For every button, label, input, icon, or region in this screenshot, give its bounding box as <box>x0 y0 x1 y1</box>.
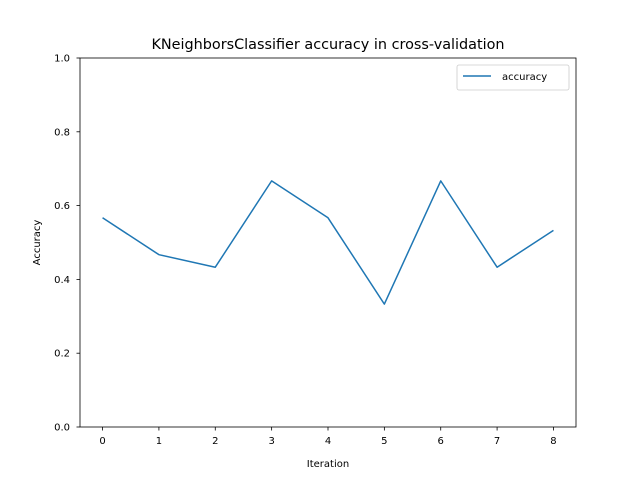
y-tick-label: 0.4 <box>54 275 70 286</box>
legend-label: accuracy <box>502 72 547 83</box>
x-tick-label: 1 <box>156 436 162 447</box>
y-tick-label: 0.2 <box>54 349 70 360</box>
x-axis-label: Iteration <box>307 459 349 470</box>
legend-box <box>456 64 570 91</box>
series-layer <box>102 180 554 305</box>
legend: accuracy <box>456 64 570 91</box>
x-tick-label: 8 <box>550 436 556 447</box>
series-line-accuracy <box>102 180 554 305</box>
y-axis: 0.0 0.2 0.4 0.6 0.8 1.0 <box>54 54 80 434</box>
plot-frame <box>79 57 577 428</box>
chart-title: KNeighborsClassifier accuracy in cross-v… <box>151 37 504 53</box>
y-tick-label: 0.0 <box>54 423 70 434</box>
y-axis-label: Accuracy <box>32 220 43 266</box>
x-tick-label: 6 <box>438 436 444 447</box>
y-tick-label: 0.6 <box>54 201 70 212</box>
x-tick-label: 2 <box>212 436 218 447</box>
y-tick-label: 1.0 <box>54 54 70 65</box>
x-axis: 0 1 2 3 4 5 6 7 8 <box>99 427 557 447</box>
x-tick-label: 4 <box>325 436 331 447</box>
x-tick-label: 3 <box>268 436 274 447</box>
x-tick-label: 5 <box>381 436 387 447</box>
x-tick-label: 7 <box>494 436 500 447</box>
x-tick-label: 0 <box>99 436 105 447</box>
y-tick-label: 0.8 <box>54 127 70 138</box>
